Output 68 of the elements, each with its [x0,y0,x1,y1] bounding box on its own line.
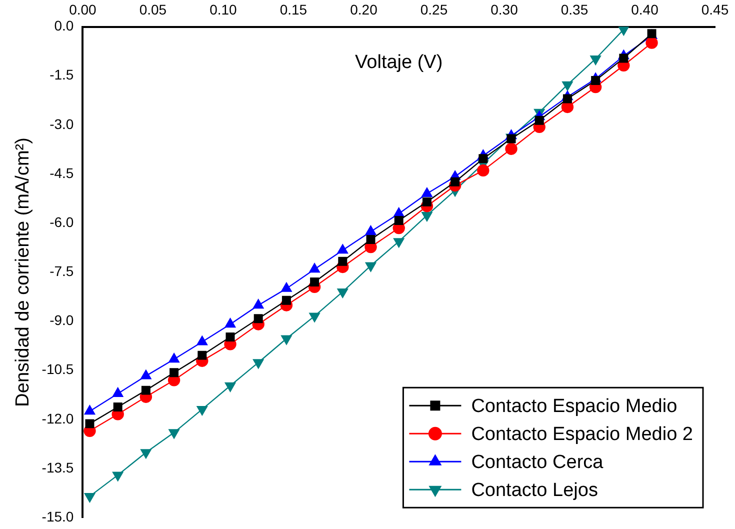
y-tick-label: -10.5 [42,361,74,378]
point [422,212,432,222]
x-tick-label: 0.05 [139,1,167,18]
point [366,234,376,244]
x-tick-label: 0.35 [560,1,588,18]
y-tick-label: -3.0 [50,116,74,132]
point [281,335,292,345]
legend-label: Contacto Lejos [471,480,598,501]
x-tick-label: 0.15 [280,1,308,18]
point [224,382,236,392]
point [224,318,236,328]
x-tick-label: 0.25 [420,1,448,18]
point [310,278,320,287]
point [198,350,207,360]
point [112,472,124,482]
y-axis-title: Densidad de corriente (mA/cm²) [12,138,34,407]
point [252,359,264,369]
point [591,76,600,85]
point [226,332,235,342]
x-tick-label: 0.20 [350,1,378,18]
legend-label: Contacto Cerca [471,452,604,473]
y-tick-label: -7.5 [50,263,74,280]
point [282,296,291,305]
point [646,36,658,49]
point [168,353,180,363]
point [619,54,628,63]
point [337,288,348,298]
point [309,312,320,322]
point [422,188,432,198]
x-tick-label: 0.10 [210,1,238,18]
point [309,263,320,273]
point [254,314,263,324]
y-tick-label: -1.5 [50,66,74,83]
y-tick-label: -12.0 [42,410,74,426]
point [84,492,96,502]
point [365,226,376,235]
point [338,256,348,266]
point [196,406,208,416]
x-tick-label: 0.45 [701,1,729,18]
legend-label: Contacto Espacio Medio [471,396,678,417]
point [113,402,122,412]
y-tick-label: -13.5 [42,459,74,476]
x-tick-label: 0.30 [490,1,518,18]
point [534,116,544,125]
point [141,386,150,395]
point [85,419,94,428]
point [394,216,404,225]
y-tick-label: -4.5 [50,164,74,181]
point [450,177,460,186]
point [365,262,376,272]
point [140,449,152,459]
y-tick-label: -6.0 [50,214,74,230]
x-tick-label: 0.00 [69,1,97,18]
point [252,299,264,309]
point [337,244,348,254]
legend-label: Contacto Espacio Medio 2 [471,424,694,445]
point [562,94,572,104]
point [168,429,180,439]
x-axis-title: Voltaje (V) [355,52,443,74]
point [505,142,518,155]
point [170,368,179,378]
x-tick-label: 0.40 [631,1,659,18]
y-tick-label: -15.0 [42,508,74,524]
point [477,164,490,177]
y-tick-label: -9.0 [50,312,74,328]
point [478,154,488,164]
y-tick-label: 0.0 [54,18,74,34]
point [422,197,432,206]
